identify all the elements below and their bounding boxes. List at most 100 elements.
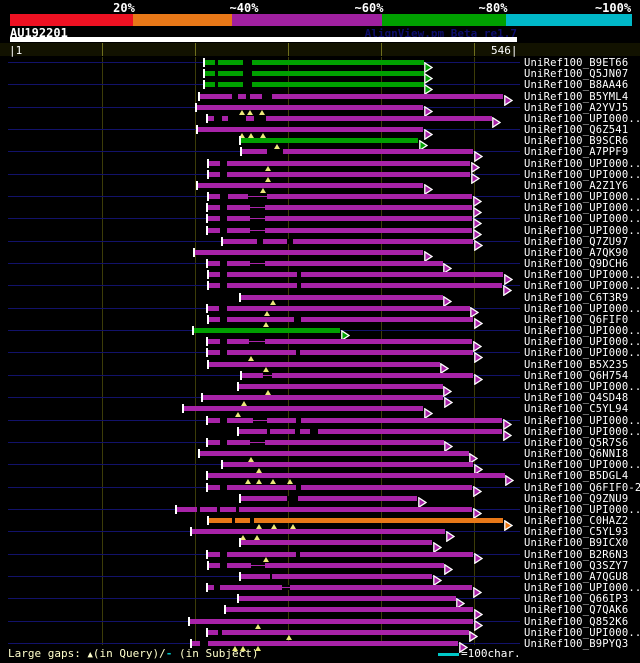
alignment-bar[interactable] bbox=[209, 361, 440, 367]
subject-label[interactable]: UniRef100_UPI000.. bbox=[524, 414, 640, 427]
subject-label[interactable]: UniRef100_Q66IP3 bbox=[524, 593, 629, 606]
alignment-bar[interactable] bbox=[209, 283, 503, 289]
subject-label[interactable]: UniRef100_C0HAZ2 bbox=[524, 515, 629, 528]
alignment-bar[interactable] bbox=[240, 294, 443, 300]
subject-label[interactable]: UniRef100_UPI000.. bbox=[524, 280, 640, 293]
subject-label[interactable]: UniRef100_Q5R7S6 bbox=[524, 436, 629, 449]
alignment-bar[interactable] bbox=[209, 562, 444, 568]
subject-label[interactable]: UniRef100_B5X235 bbox=[524, 358, 629, 371]
alignment-bar[interactable] bbox=[209, 518, 504, 524]
subject-label[interactable]: UniRef100_UPI000.. bbox=[524, 269, 640, 282]
subject-label[interactable]: UniRef100_B9SCR6 bbox=[524, 135, 629, 148]
subject-label[interactable]: UniRef100_UPI000.. bbox=[524, 168, 640, 181]
alignment-bar[interactable] bbox=[208, 417, 503, 423]
subject-label[interactable]: UniRef100_Q6NNI8 bbox=[524, 448, 629, 461]
subject-label[interactable]: UniRef100_A2Z1Y6 bbox=[524, 179, 629, 192]
alignment-bar[interactable] bbox=[208, 205, 473, 211]
subject-label[interactable]: UniRef100_B9PYQ3 bbox=[524, 637, 629, 650]
subject-label[interactable]: UniRef100_Q3SZY7 bbox=[524, 559, 629, 572]
subject-label[interactable]: UniRef100_UPI000.. bbox=[524, 112, 640, 125]
alignment-bar[interactable] bbox=[240, 495, 418, 501]
subject-label[interactable]: UniRef100_B9ICX0 bbox=[524, 537, 629, 550]
alignment-bar[interactable] bbox=[196, 104, 424, 110]
alignment-bar[interactable] bbox=[209, 272, 504, 278]
subject-label[interactable]: UniRef100_UPI000.. bbox=[524, 347, 640, 360]
subject-label[interactable]: UniRef100_UPI000.. bbox=[524, 202, 640, 215]
alignment-bar[interactable] bbox=[240, 138, 419, 144]
subject-label[interactable]: UniRef100_A7QGU8 bbox=[524, 570, 629, 583]
alignment-bar[interactable] bbox=[209, 194, 473, 200]
subject-label[interactable]: UniRef100_UPI000.. bbox=[524, 302, 640, 315]
subject-label[interactable]: UniRef100_C5YL94 bbox=[524, 403, 629, 416]
subject-label[interactable]: UniRef100_UPI000.. bbox=[524, 425, 640, 438]
subject-label[interactable]: UniRef100_UPI000.. bbox=[524, 157, 640, 170]
alignment-bar[interactable] bbox=[205, 60, 424, 65]
alignment-bar[interactable] bbox=[223, 462, 474, 468]
alignment-bar[interactable] bbox=[240, 573, 433, 579]
subject-label[interactable]: UniRef100_Q5JN07 bbox=[524, 68, 629, 81]
subject-label[interactable]: UniRef100_B9ET66 bbox=[524, 57, 629, 69]
subject-label[interactable]: UniRef100_UPI000.. bbox=[524, 626, 640, 639]
subject-label[interactable]: UniRef100_Q852K6 bbox=[524, 615, 629, 628]
alignment-bar[interactable] bbox=[225, 607, 474, 613]
alignment-bar[interactable] bbox=[203, 395, 444, 401]
subject-label[interactable]: UniRef100_Q6Z541 bbox=[524, 124, 629, 137]
alignment-bar[interactable] bbox=[208, 439, 444, 445]
subject-label[interactable]: UniRef100_UPI000.. bbox=[524, 582, 640, 595]
alignment-bar[interactable] bbox=[197, 127, 424, 133]
alignment-bar[interactable] bbox=[208, 339, 473, 345]
alignment-bar[interactable] bbox=[209, 171, 471, 177]
alignment-bar[interactable] bbox=[209, 316, 474, 322]
alignment-bar[interactable] bbox=[241, 372, 474, 378]
alignment-bar[interactable] bbox=[208, 115, 492, 121]
alignment-bar[interactable] bbox=[208, 216, 473, 222]
subject-label[interactable]: UniRef100_A7PPF9 bbox=[524, 146, 629, 159]
subject-label[interactable]: UniRef100_B2R6N3 bbox=[524, 548, 629, 561]
subject-label[interactable]: UniRef100_Q9DCH6 bbox=[524, 258, 629, 271]
subject-label[interactable]: UniRef100_UPI000.. bbox=[524, 325, 640, 338]
alignment-bar[interactable] bbox=[208, 585, 473, 591]
alignment-bar[interactable] bbox=[208, 473, 505, 479]
alignment-bar[interactable] bbox=[240, 540, 433, 546]
alignment-bar[interactable] bbox=[197, 182, 424, 188]
alignment-bar[interactable] bbox=[208, 305, 470, 311]
alignment-bar[interactable] bbox=[205, 82, 424, 88]
alignment-bar[interactable] bbox=[183, 406, 424, 412]
alignment-bar[interactable] bbox=[238, 596, 456, 602]
alignment-bar[interactable] bbox=[192, 529, 446, 535]
subject-label[interactable]: UniRef100_Q6H754 bbox=[524, 369, 629, 382]
subject-label[interactable]: UniRef100_A2YVJ5 bbox=[524, 101, 629, 114]
alignment-bar[interactable] bbox=[238, 428, 503, 434]
alignment-bar[interactable] bbox=[208, 629, 469, 635]
subject-label[interactable]: UniRef100_UPI000.. bbox=[524, 381, 640, 394]
subject-label[interactable]: UniRef100_UPI000.. bbox=[524, 213, 640, 226]
subject-label[interactable]: UniRef100_Q6FIF0-2 bbox=[524, 481, 640, 494]
subject-label[interactable]: UniRef100_UPI000.. bbox=[524, 503, 640, 516]
subject-label[interactable]: UniRef100_B5YML4 bbox=[524, 90, 629, 103]
subject-label[interactable]: UniRef100_Q7QAK6 bbox=[524, 604, 629, 617]
alignment-bar[interactable] bbox=[209, 160, 471, 166]
alignment-bar[interactable] bbox=[208, 227, 473, 233]
subject-label[interactable]: UniRef100_Q6FIF0 bbox=[524, 313, 629, 326]
subject-label[interactable]: UniRef100_UPI000.. bbox=[524, 191, 640, 204]
alignment-bar[interactable] bbox=[238, 384, 443, 390]
subject-label[interactable]: UniRef100_UPI000.. bbox=[524, 336, 640, 349]
alignment-bar[interactable] bbox=[192, 640, 459, 646]
subject-label[interactable]: UniRef100_C6T3R9 bbox=[524, 291, 629, 304]
alignment-bar[interactable] bbox=[199, 451, 469, 457]
subject-label[interactable]: UniRef100_B5DGL4 bbox=[524, 470, 629, 483]
alignment-bar[interactable] bbox=[176, 506, 473, 512]
alignment-bar[interactable] bbox=[205, 71, 424, 77]
alignment-bar[interactable] bbox=[208, 484, 473, 490]
alignment-bar[interactable] bbox=[241, 149, 474, 155]
alignment-bar[interactable] bbox=[208, 350, 474, 356]
alignment-bar[interactable] bbox=[194, 328, 341, 334]
alignment-bar[interactable] bbox=[208, 551, 474, 557]
alignment-bar[interactable] bbox=[199, 93, 504, 99]
subject-label[interactable]: UniRef100_Q9ZNU9 bbox=[524, 492, 629, 505]
alignment-bar[interactable] bbox=[190, 618, 474, 624]
alignment-bar[interactable] bbox=[223, 238, 474, 244]
subject-label[interactable]: UniRef100_Q7ZU97 bbox=[524, 235, 629, 248]
alignment-bar[interactable] bbox=[208, 261, 443, 267]
subject-label[interactable]: UniRef100_UPI000.. bbox=[524, 459, 640, 472]
